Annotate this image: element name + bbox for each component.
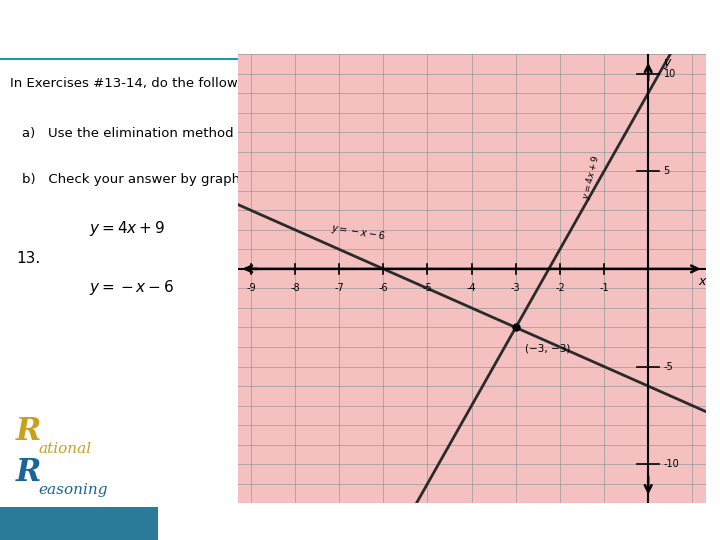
Text: y: y — [664, 56, 671, 69]
Text: R: R — [16, 416, 41, 447]
Text: -4: -4 — [467, 282, 477, 293]
Text: -9: -9 — [246, 282, 256, 293]
Text: © 2017 CARLSON & O'BRYAN: © 2017 CARLSON & O'BRYAN — [268, 517, 452, 530]
Text: R: R — [16, 457, 41, 488]
Text: -8: -8 — [290, 282, 300, 293]
Text: In Exercises #13-14, do the following.: In Exercises #13-14, do the following. — [9, 77, 262, 90]
Text: -6: -6 — [379, 282, 388, 293]
Text: 82: 82 — [661, 517, 678, 530]
Text: 10: 10 — [664, 69, 676, 78]
Text: -5: -5 — [664, 362, 673, 372]
Text: x: x — [698, 274, 706, 287]
Text: Inv 1.8: Inv 1.8 — [552, 517, 600, 530]
Text: -3: -3 — [511, 282, 521, 293]
Text: ational: ational — [38, 442, 91, 456]
Text: Pathways Algebra II: Pathways Algebra II — [9, 12, 274, 36]
Text: $y = 4x+9$: $y = 4x+9$ — [89, 219, 165, 238]
Text: -1: -1 — [599, 282, 609, 293]
Text: easoning: easoning — [38, 483, 107, 497]
Text: -2: -2 — [555, 282, 564, 293]
Text: -5: -5 — [423, 282, 432, 293]
Text: $y = -x-6$: $y = -x-6$ — [89, 278, 174, 297]
Text: 5: 5 — [664, 166, 670, 176]
Text: -10: -10 — [664, 459, 680, 469]
Text: ational: ational — [194, 517, 238, 530]
Text: a)   Use the elimination method to solve the system.: a) Use the elimination method to solve t… — [22, 127, 373, 140]
Text: (−3, −3): (−3, −3) — [525, 343, 570, 353]
Text: $y=-x-6$: $y=-x-6$ — [330, 221, 387, 244]
Text: b)   Check your answer by graphing the given functions.: b) Check your answer by graphing the giv… — [22, 173, 398, 186]
Text: 13.: 13. — [16, 251, 40, 266]
Text: R: R — [180, 514, 195, 532]
Bar — [0, 507, 158, 540]
Text: -7: -7 — [334, 282, 344, 293]
Text: $y=4x+9$: $y=4x+9$ — [580, 153, 603, 200]
